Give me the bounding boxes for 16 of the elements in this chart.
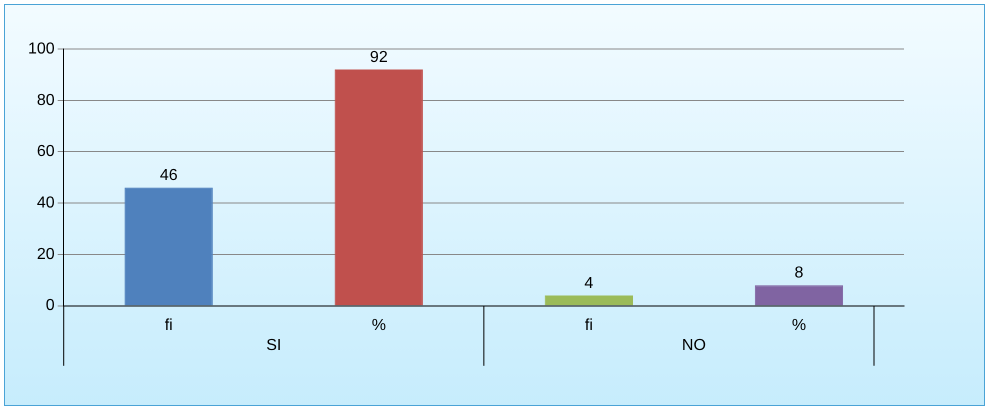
x-tick-label: % — [372, 316, 386, 334]
x-tick-label: fi — [584, 316, 593, 334]
data-label: 46 — [160, 167, 178, 184]
text: NO — [682, 337, 706, 354]
y-tick-label: 60 — [36, 143, 55, 160]
y-tick-label: 100 — [28, 40, 55, 58]
y-tick-label: 40 — [36, 194, 55, 212]
y-tick-label: 80 — [36, 92, 55, 109]
text: SI — [266, 337, 282, 354]
x-tick-label: fi — [164, 316, 173, 334]
data-label: 4 — [584, 274, 594, 292]
x-tick-label: % — [792, 316, 806, 334]
data-label: 92 — [370, 48, 388, 66]
y-tick-label: 20 — [36, 246, 55, 263]
y-tick-label: 0 — [46, 297, 55, 314]
data-label: 8 — [794, 264, 804, 282]
